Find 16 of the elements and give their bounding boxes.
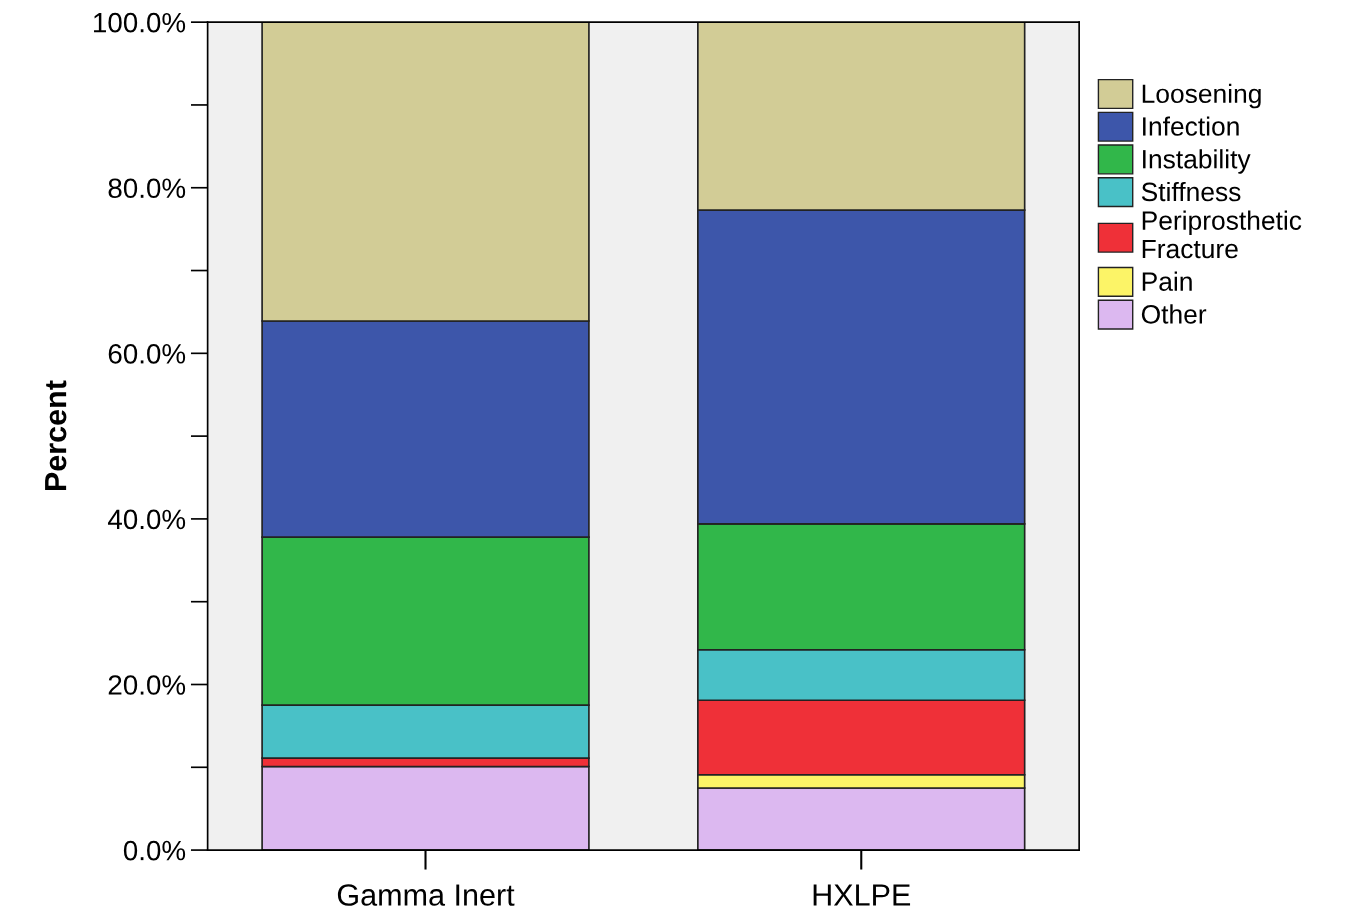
legend-label: Instability	[1143, 149, 1251, 174]
legend-label: Stiffness	[1141, 181, 1241, 202]
y-tick-label: 100.0%	[94, 12, 186, 33]
legend-label: Pain	[1142, 271, 1192, 291]
y-tick-label: 20.0%	[108, 675, 186, 695]
y-axis-title: Percent	[45, 380, 67, 491]
y-tick-label: 40.0%	[107, 509, 186, 530]
y-tick-label: 80.0%	[108, 178, 186, 199]
y-tick-label: 0.0%	[123, 840, 186, 861]
legend-label: Infection	[1143, 116, 1239, 136]
x-tick-label: Gamma Inert	[337, 884, 515, 906]
legend-label: Loosening	[1142, 83, 1261, 109]
x-tick-label: HXLPE	[813, 884, 911, 906]
y-tick-label: 60.0%	[108, 343, 186, 364]
legend-label: Other	[1141, 304, 1207, 324]
legend-label: Periprosthetic Fracture	[1142, 210, 1302, 259]
